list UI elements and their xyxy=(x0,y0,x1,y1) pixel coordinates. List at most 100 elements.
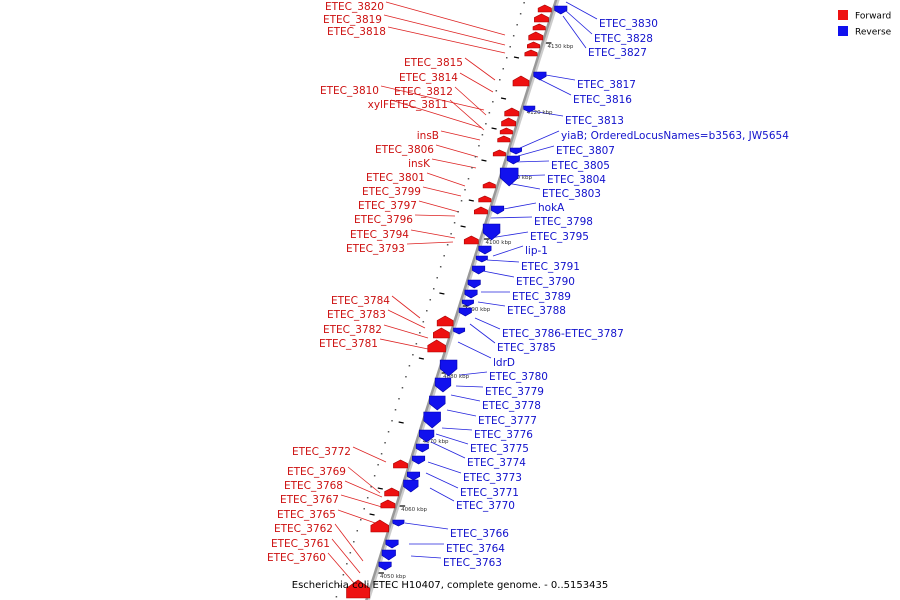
reverse-gene-arrow xyxy=(467,279,481,289)
reverse-leader-line xyxy=(410,555,442,559)
forward-leader-line xyxy=(337,509,379,525)
tick-dot xyxy=(432,288,435,290)
forward-gene-label: ETEC_3810 xyxy=(320,85,379,97)
tick-dot xyxy=(380,453,383,455)
reverse-leader-line xyxy=(459,371,488,376)
forward-gene-label: xylF xyxy=(368,99,389,111)
reverse-leader-line xyxy=(489,216,533,219)
tick-dot xyxy=(502,68,505,70)
reverse-gene-arrow xyxy=(392,519,405,527)
reverse-gene-label: ETEC_3805 xyxy=(551,160,610,172)
forward-leader-line xyxy=(331,538,361,574)
forward-leader-line xyxy=(440,130,481,141)
reverse-leader-line xyxy=(477,301,506,307)
tick-dot xyxy=(384,442,386,444)
tick-dot xyxy=(366,497,369,499)
reverse-gene-label: ETEC_3827 xyxy=(588,47,647,59)
reverse-gene-label: ETEC_3778 xyxy=(482,400,541,412)
reverse-gene-arrow xyxy=(464,289,478,299)
tick-dot xyxy=(495,90,498,92)
forward-gene-arrow xyxy=(499,127,513,135)
forward-gene-arrow xyxy=(463,235,479,245)
tick-dot xyxy=(492,101,494,103)
tick-dot xyxy=(370,486,372,488)
forward-leader-line xyxy=(380,85,485,111)
reverse-leader-line xyxy=(514,160,550,163)
reverse-gene-label: ETEC_3770 xyxy=(456,500,515,512)
tick-dot xyxy=(412,354,414,356)
forward-gene-arrow xyxy=(512,75,530,87)
reverse-gene-label: ETEC_3771 xyxy=(460,487,519,499)
forward-gene-arrow xyxy=(346,579,371,599)
tick-dot xyxy=(457,211,459,213)
tick-dot xyxy=(519,13,522,15)
minor-dash xyxy=(369,513,375,516)
forward-leader-line xyxy=(347,466,381,494)
reverse-leader-line xyxy=(517,145,555,157)
reverse-gene-arrow xyxy=(478,245,492,255)
reverse-leader-line xyxy=(519,130,560,149)
reverse-gene-label: ETEC_3774 xyxy=(467,457,526,469)
reverse-gene-label: ETEC_3790 xyxy=(516,276,575,288)
kbp-tick-label: 4060 kbp xyxy=(401,507,427,513)
tick-dot xyxy=(363,508,365,510)
forward-leader-line xyxy=(334,523,364,562)
reverse-gene-label: hokA xyxy=(538,202,565,214)
tick-dot xyxy=(443,255,445,257)
forward-gene-arrow xyxy=(501,117,517,127)
reverse-gene-arrow xyxy=(475,255,488,263)
tick-dot xyxy=(356,530,359,532)
forward-gene-arrow xyxy=(534,13,549,23)
forward-gene-label: ETEC_3761 xyxy=(271,538,330,550)
forward-leader-line xyxy=(435,144,479,158)
tick-dot xyxy=(499,79,501,81)
reverse-gene-arrow xyxy=(419,429,435,443)
tick-dot xyxy=(349,552,352,554)
forward-leader-line xyxy=(340,494,383,508)
legend-label: Forward xyxy=(855,12,891,22)
reverse-gene-label: ETEC_3804 xyxy=(547,174,606,186)
tick-dot xyxy=(342,574,345,576)
forward-gene-arrow xyxy=(380,499,396,509)
reverse-leader-line xyxy=(506,182,541,190)
reverse-gene-label: ETEC_3816 xyxy=(573,94,632,106)
reverse-gene-label: ETEC_3785 xyxy=(497,342,556,354)
kbp-tick-label: 4130 kbp xyxy=(547,44,573,50)
reverse-gene-arrow xyxy=(472,265,486,275)
tick-dot xyxy=(471,167,473,169)
forward-gene-label: ETEC_3767 xyxy=(280,494,339,506)
reverse-gene-label: ETEC_3817 xyxy=(577,79,636,91)
forward-gene-label: insK xyxy=(408,158,431,170)
tick-dot xyxy=(398,398,400,400)
forward-gene-arrow xyxy=(473,206,488,215)
forward-leader-line xyxy=(379,338,429,350)
forward-leader-line xyxy=(406,241,454,245)
legend-swatch xyxy=(838,10,848,20)
reverse-gene-label: yiaB; OrderedLocusNames=b3563, JW5654 xyxy=(561,130,789,142)
reverse-gene-label: ETEC_3780 xyxy=(489,371,548,383)
forward-gene-label: ETEC_3815 xyxy=(404,57,463,69)
reverse-gene-label: ETEC_3813 xyxy=(565,115,624,127)
tick-dot xyxy=(387,431,390,433)
forward-gene-label: ETEC_3769 xyxy=(287,466,346,478)
forward-gene-label: ETEC_3793 xyxy=(346,243,405,255)
forward-leader-line xyxy=(383,324,429,339)
tick-dot xyxy=(377,464,379,466)
reverse-gene-label: ETEC_3775 xyxy=(470,443,529,455)
reverse-gene-arrow xyxy=(381,549,396,561)
tick-dot xyxy=(523,2,525,4)
legend: Forward Reverse xyxy=(838,10,892,38)
minor-dash xyxy=(491,127,497,130)
reverse-leader-line xyxy=(564,9,593,35)
forward-leader-line xyxy=(426,172,466,187)
reverse-gene-label: ldrD xyxy=(493,357,515,369)
forward-gene-arrow xyxy=(427,339,446,353)
reverse-gene-arrow xyxy=(429,395,446,411)
tick-dot xyxy=(467,178,470,180)
minor-dash xyxy=(398,421,404,424)
tick-dot xyxy=(512,35,515,37)
tick-dot xyxy=(401,387,404,389)
forward-gene-arrow xyxy=(482,181,496,189)
